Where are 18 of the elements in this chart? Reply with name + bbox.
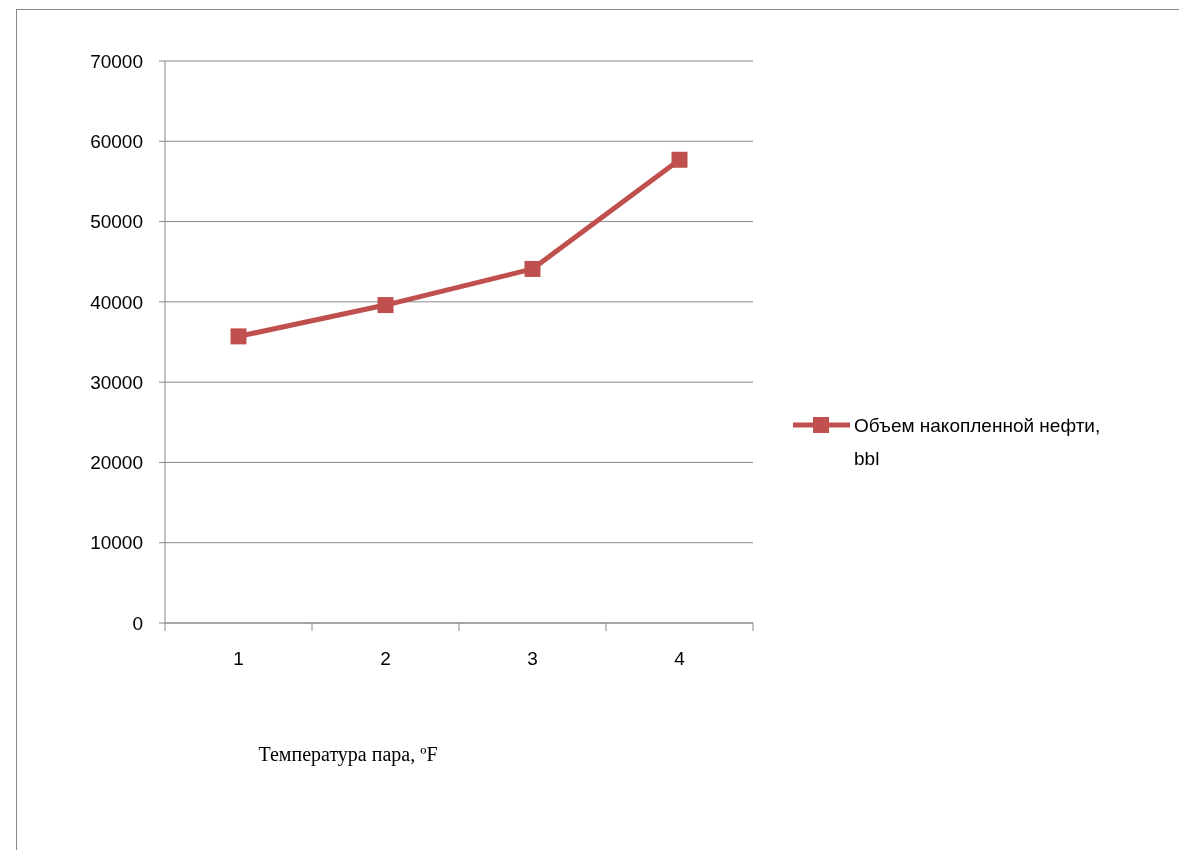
y-tick-label: 50000 [90, 211, 143, 233]
x-tick-label: 2 [380, 648, 391, 669]
legend-label: Объем накопленной нефти, bbl [854, 414, 1101, 469]
point [230, 328, 247, 345]
point [671, 151, 688, 168]
x-axis-title: Температура пара, ºF [258, 743, 438, 766]
x-tick-label: 4 [674, 648, 686, 669]
y-tick-label: 60000 [90, 130, 143, 152]
y-tick-label: 30000 [90, 371, 143, 393]
y-tick-label: 20000 [90, 452, 143, 474]
point [377, 297, 394, 314]
y-tick-label: 40000 [90, 291, 143, 313]
point [524, 260, 541, 277]
x-tick-label: 3 [527, 648, 538, 669]
x-tick-label: 1 [233, 648, 244, 669]
y-tick-label: 70000 [90, 50, 143, 72]
y-tick-label: 10000 [90, 532, 143, 554]
y-tick-label: 0 [132, 612, 143, 634]
